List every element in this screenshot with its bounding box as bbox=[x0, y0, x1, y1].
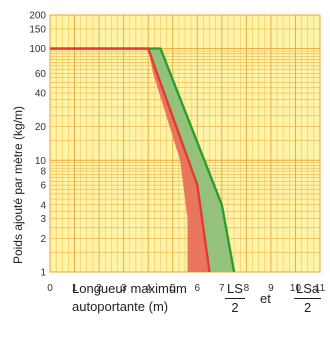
chart-lines bbox=[50, 47, 236, 273]
x-axis-label-line1: Longueur maximum bbox=[72, 281, 187, 296]
y-tick-label: 10 bbox=[35, 156, 47, 167]
x-tick-label: 7 bbox=[219, 283, 225, 294]
x-tick-label: 8 bbox=[244, 283, 250, 294]
chart-grid bbox=[49, 14, 321, 273]
y-tick-label: 6 bbox=[40, 181, 46, 192]
y-tick-label: 1 bbox=[40, 268, 46, 279]
x-tick-label: 10 bbox=[290, 283, 302, 294]
fraction-ls-numerator: LS bbox=[225, 281, 245, 299]
y-tick-label: 8 bbox=[40, 167, 46, 178]
chart-bands bbox=[148, 48, 235, 272]
fraction-lsa-denominator: 2 bbox=[303, 300, 312, 315]
x-axis-label-et: et bbox=[260, 291, 271, 306]
y-tick-label: 60 bbox=[35, 69, 47, 80]
x-tick-label: 2 bbox=[96, 283, 102, 294]
y-tick-label: 4 bbox=[40, 200, 46, 211]
y-axis-label: Poids ajouté par mètre (kg/m) bbox=[11, 106, 25, 264]
x-axis-label-line2: autoportante (m) bbox=[72, 299, 169, 314]
fraction-lsa-numerator: LSa bbox=[294, 281, 322, 299]
x-tick-label: 11 bbox=[315, 283, 326, 294]
x-tick-label: 9 bbox=[268, 283, 274, 294]
fraction-ls-denominator: 2 bbox=[231, 300, 239, 315]
band-area-2 bbox=[148, 48, 235, 272]
y-tick-label: 100 bbox=[29, 44, 46, 55]
y-tick-label: 3 bbox=[40, 214, 46, 225]
x-tick-label: 4 bbox=[145, 283, 151, 294]
x-tick-label: 6 bbox=[194, 283, 200, 294]
x-tick-label: 3 bbox=[121, 283, 127, 294]
x-tick-label: 5 bbox=[170, 283, 176, 294]
y-tick-label: 2 bbox=[40, 234, 46, 245]
y-tick-label: 20 bbox=[35, 122, 47, 133]
y-tick-label: 150 bbox=[29, 24, 46, 35]
fraction-lsa: LSa 2 bbox=[294, 281, 322, 316]
plot-frame bbox=[49, 14, 321, 273]
band-area-1 bbox=[148, 48, 210, 272]
x-tick-label: 0 bbox=[47, 283, 53, 294]
y-tick-label: 200 bbox=[29, 11, 46, 22]
fraction-ls: LS 2 bbox=[225, 281, 245, 316]
y-tick-label: 40 bbox=[35, 89, 47, 100]
series-line-red bbox=[50, 47, 211, 273]
x-tick-label: 1 bbox=[72, 283, 78, 294]
